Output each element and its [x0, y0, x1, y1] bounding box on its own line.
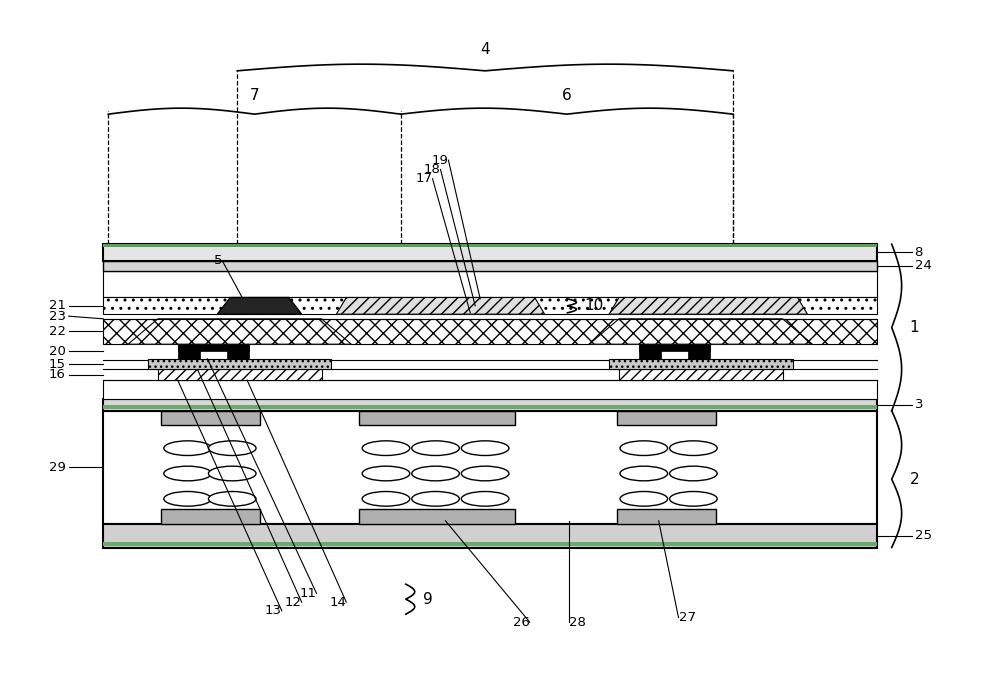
Ellipse shape [620, 441, 668, 456]
Text: 15: 15 [49, 358, 66, 371]
Bar [148, 359, 331, 369]
Bar [617, 411, 716, 425]
Polygon shape [336, 298, 545, 314]
Bar [619, 369, 783, 380]
Bar [103, 541, 877, 545]
Ellipse shape [362, 491, 410, 506]
Text: 13: 13 [265, 604, 282, 618]
Ellipse shape [208, 466, 256, 481]
Bar [103, 261, 877, 271]
Text: 3: 3 [915, 398, 923, 411]
Bar [103, 399, 877, 411]
Bar [103, 411, 877, 524]
Bar [103, 405, 877, 409]
Ellipse shape [620, 466, 668, 481]
Ellipse shape [461, 441, 509, 456]
Text: 24: 24 [915, 259, 931, 272]
Text: 14: 14 [329, 595, 346, 609]
Bar [609, 359, 793, 369]
Text: 6: 6 [562, 88, 572, 103]
Bar [178, 344, 249, 351]
Bar [103, 524, 877, 547]
Bar [639, 344, 710, 351]
Text: 9: 9 [423, 592, 432, 607]
Ellipse shape [461, 466, 509, 481]
Text: 18: 18 [424, 163, 441, 176]
Ellipse shape [412, 466, 459, 481]
Polygon shape [217, 298, 302, 314]
Text: 20: 20 [49, 345, 66, 358]
Bar [103, 380, 877, 399]
Text: 25: 25 [915, 529, 932, 542]
Polygon shape [128, 319, 351, 344]
Text: 5: 5 [214, 254, 222, 267]
Ellipse shape [620, 491, 668, 506]
Ellipse shape [461, 491, 509, 506]
Text: 16: 16 [49, 369, 66, 381]
Bar [103, 244, 877, 248]
Bar [639, 344, 661, 359]
Bar [161, 510, 260, 524]
Bar [158, 369, 322, 380]
Text: 22: 22 [49, 325, 66, 338]
Polygon shape [128, 319, 351, 344]
Text: 28: 28 [569, 616, 586, 628]
Ellipse shape [670, 441, 717, 456]
Text: 1: 1 [910, 320, 919, 335]
Ellipse shape [164, 491, 211, 506]
Bar [359, 510, 515, 524]
Text: 23: 23 [49, 310, 66, 323]
Bar [161, 411, 260, 425]
Bar [359, 411, 515, 425]
Polygon shape [609, 298, 807, 314]
Ellipse shape [164, 441, 211, 456]
Ellipse shape [412, 491, 459, 506]
Ellipse shape [208, 491, 256, 506]
Polygon shape [589, 319, 812, 344]
Text: 12: 12 [285, 595, 302, 609]
Ellipse shape [362, 466, 410, 481]
Text: 26: 26 [513, 616, 530, 628]
Bar [103, 271, 877, 298]
Polygon shape [589, 319, 812, 344]
Bar [688, 344, 710, 359]
Ellipse shape [412, 441, 459, 456]
Text: 8: 8 [915, 246, 923, 259]
Bar [227, 344, 249, 359]
Text: 21: 21 [49, 299, 66, 313]
Text: 2: 2 [910, 472, 919, 487]
Polygon shape [336, 298, 545, 314]
Text: 29: 29 [49, 461, 66, 474]
Bar [178, 344, 200, 359]
Bar [103, 298, 877, 314]
Text: 27: 27 [679, 611, 696, 624]
Text: 11: 11 [300, 587, 317, 600]
Bar [103, 319, 877, 344]
Text: 4: 4 [480, 43, 490, 57]
Ellipse shape [670, 491, 717, 506]
Ellipse shape [670, 466, 717, 481]
Text: 10: 10 [584, 298, 604, 313]
Bar [617, 510, 716, 524]
Text: 17: 17 [416, 172, 433, 186]
Text: 7: 7 [250, 88, 259, 103]
Polygon shape [609, 298, 807, 314]
Ellipse shape [362, 441, 410, 456]
Bar [103, 244, 877, 261]
Ellipse shape [208, 441, 256, 456]
Ellipse shape [164, 466, 211, 481]
Text: 19: 19 [432, 154, 448, 167]
